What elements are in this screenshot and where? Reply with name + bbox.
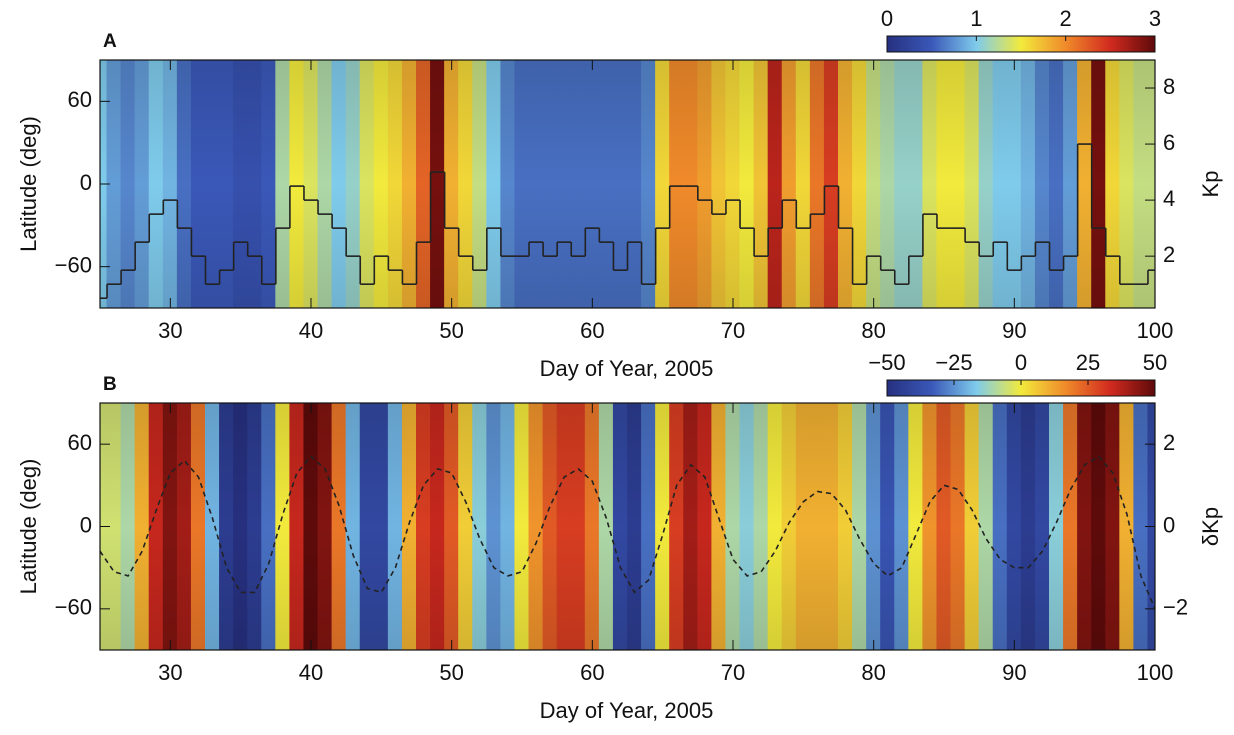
y-tick-label: 0 [80,170,92,195]
y2-axis-label: Kp [1198,171,1223,198]
y-axis-label: Latitude (deg) [16,459,41,595]
colorbar [886,35,1156,53]
colorbar-tick-label: −25 [935,350,972,375]
colorbar-tick-label: 1 [970,6,982,31]
x-tick-label: 30 [158,660,182,685]
heatmap [100,403,1155,650]
x-tick-label: 70 [721,660,745,685]
y-tick-label: −60 [55,595,92,620]
y-axis-label: Latitude (deg) [16,116,41,252]
y-tick-label: 60 [68,430,92,455]
x-tick-label: 30 [158,318,182,343]
y2-tick-label: 6 [1163,130,1175,155]
x-tick-label: 80 [861,660,885,685]
y-tick-label: 60 [68,87,92,112]
x-axis-label: Day of Year, 2005 [540,356,714,381]
colorbar-tick-label: 0 [881,6,893,31]
y2-tick-label: −2 [1163,595,1188,620]
x-tick-label: 60 [580,660,604,685]
colorbar-tick-label: −50 [868,350,905,375]
x-tick-label: 100 [1137,660,1174,685]
x-tick-label: 100 [1137,318,1174,343]
colorbar-tick-label: 25 [1076,350,1100,375]
colorbar-tick-label: 3 [1149,6,1161,31]
x-tick-label: 40 [299,660,323,685]
y2-tick-label: 2 [1163,430,1175,455]
y2-axis-label: δKp [1198,507,1223,546]
x-tick-label: 90 [1002,318,1026,343]
y-tick-label: 0 [80,512,92,537]
x-tick-label: 80 [861,318,885,343]
panel-letter: A [103,31,117,52]
colorbar-tick-label: 0 [1015,350,1027,375]
colorbar-tick-label: 50 [1143,350,1167,375]
heatmap [100,60,1155,308]
y2-tick-label: 0 [1163,512,1175,537]
shade [100,403,1155,650]
y2-tick-label: 8 [1163,74,1175,99]
x-tick-label: 60 [580,318,604,343]
x-axis-label: Day of Year, 2005 [540,698,714,723]
panel-letter: B [103,374,117,395]
x-tick-label: 50 [439,318,463,343]
y-tick-label: −60 [55,252,92,277]
dkp-line [100,455,1155,610]
y2-tick-label: 4 [1163,186,1175,211]
x-tick-label: 90 [1002,660,1026,685]
x-tick-label: 40 [299,318,323,343]
x-tick-label: 50 [439,660,463,685]
x-tick-label: 70 [721,318,745,343]
colorbar-tick-label: 2 [1060,6,1072,31]
y2-tick-label: 2 [1163,242,1175,267]
